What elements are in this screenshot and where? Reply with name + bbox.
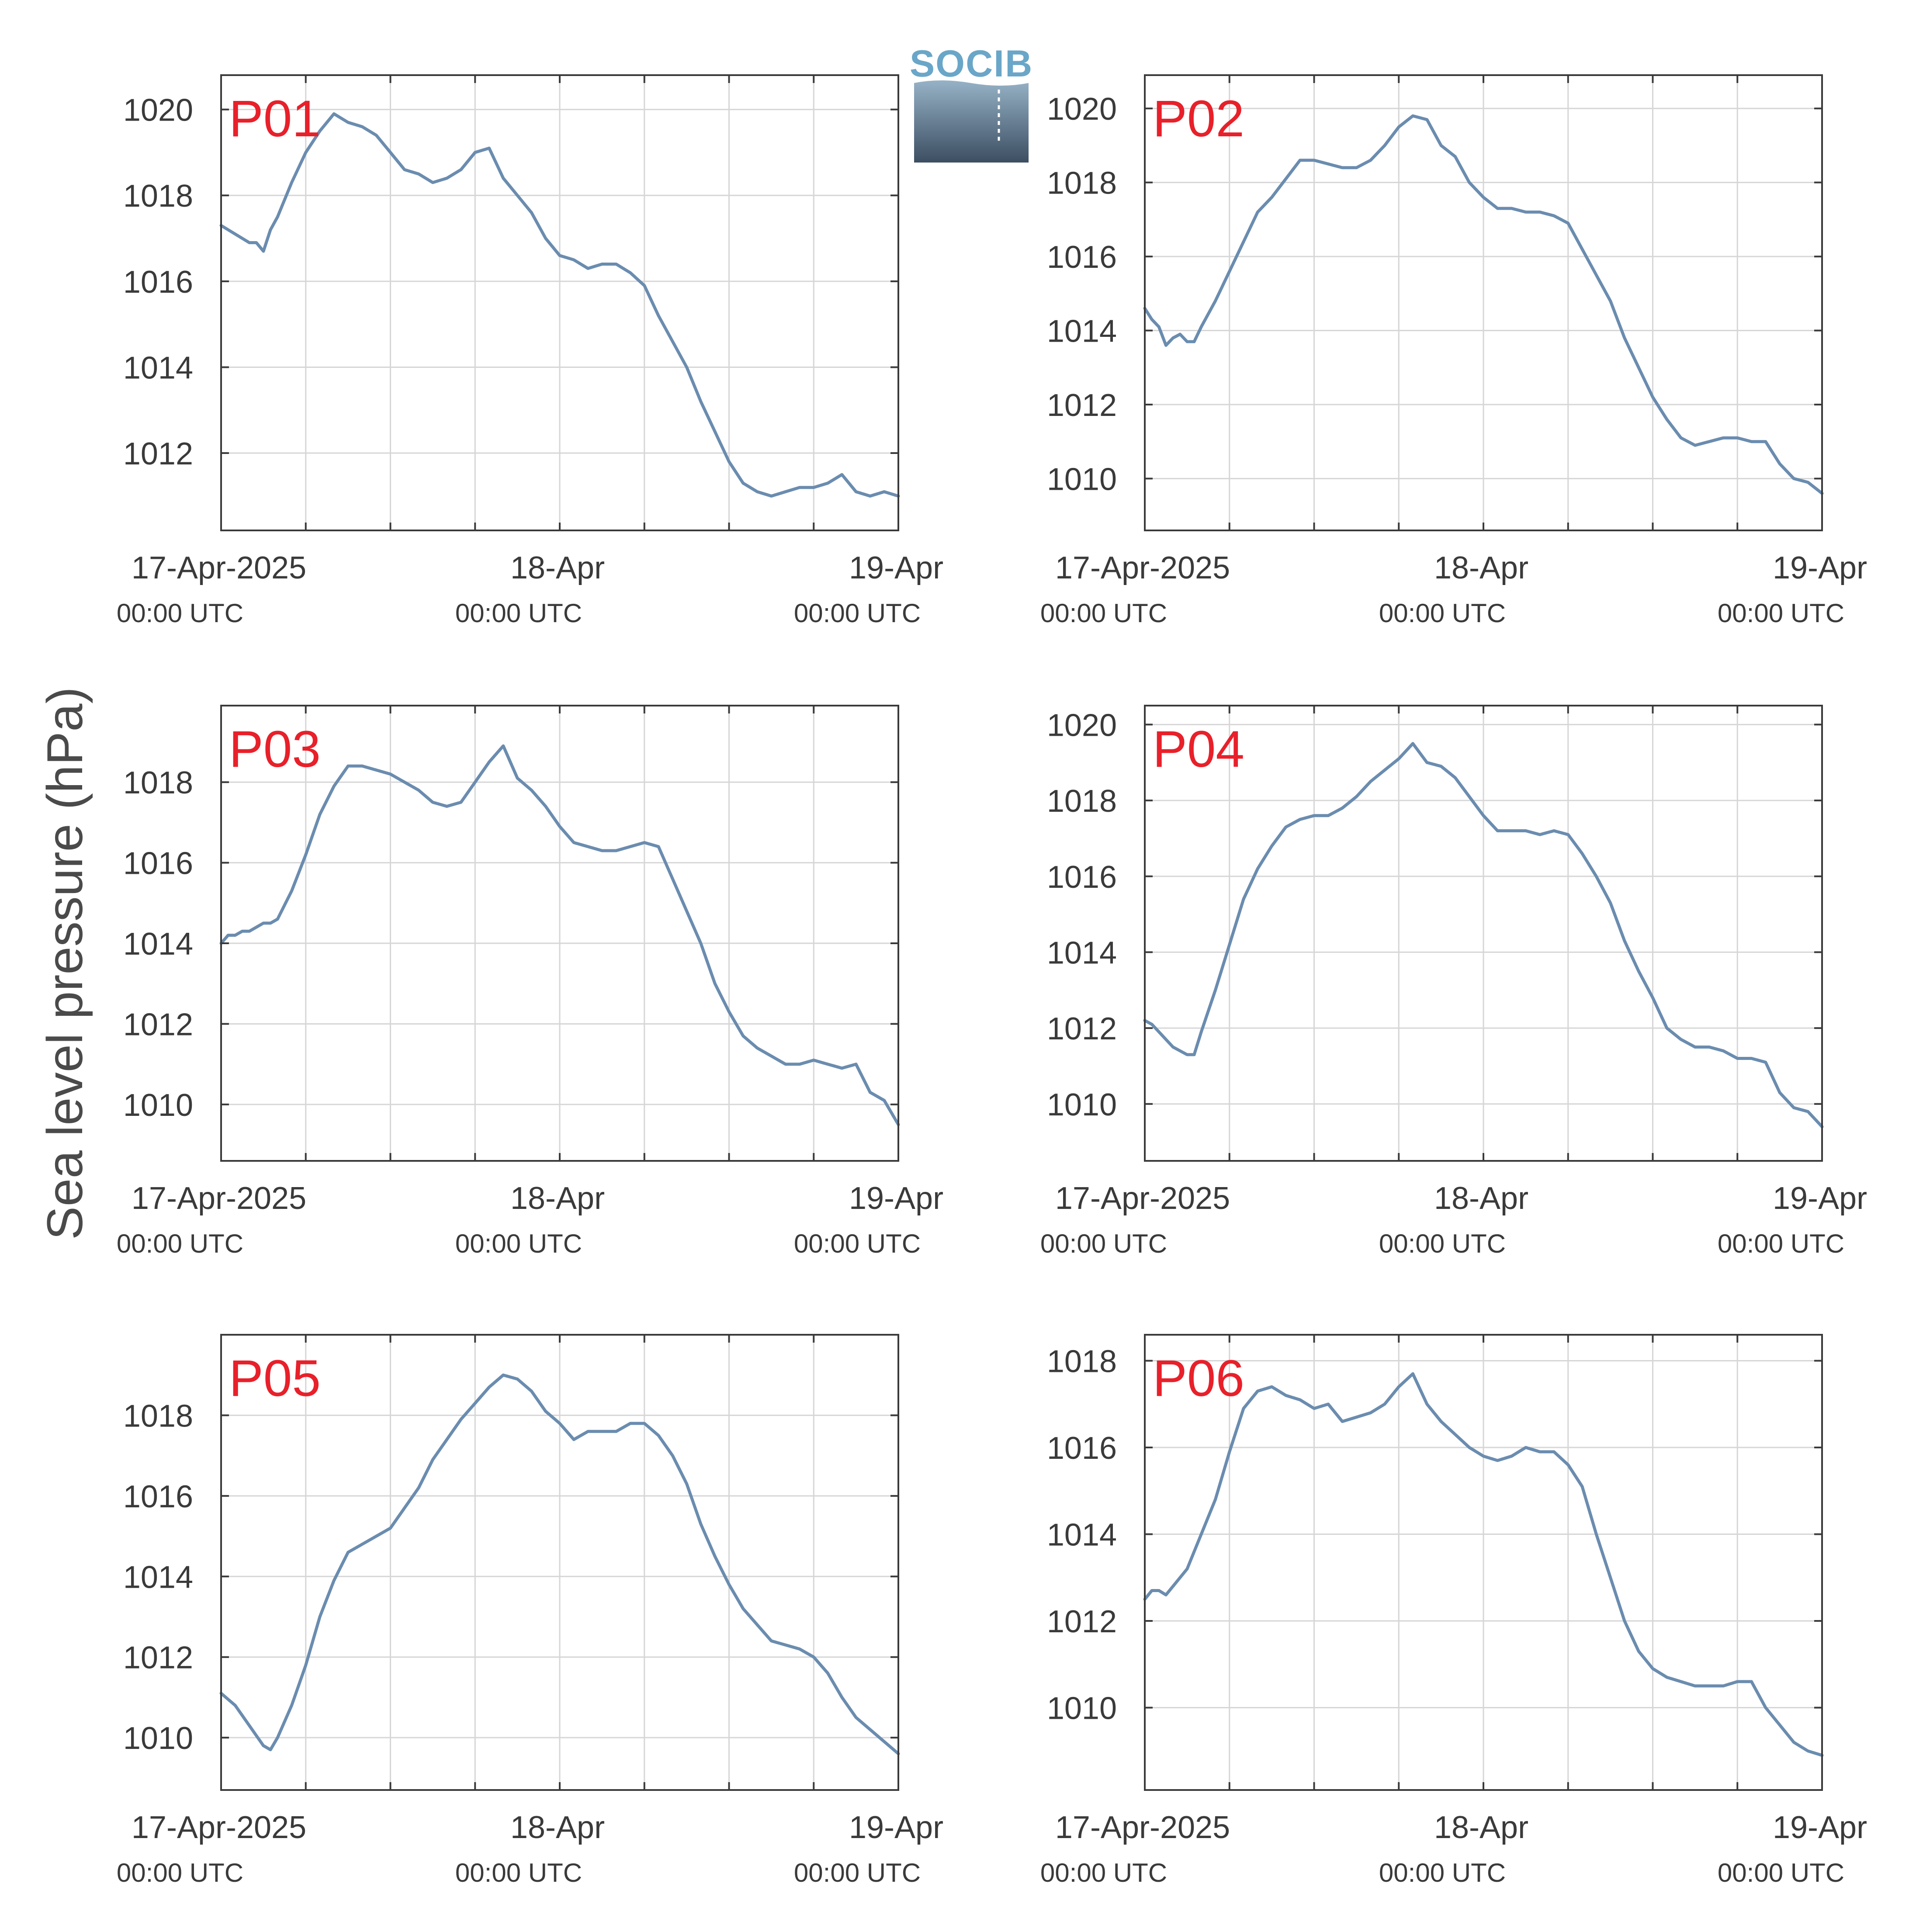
x-tick-label-date: 17-Apr-2025 [132, 551, 306, 585]
panel-label: P05 [229, 1350, 321, 1407]
series-line-p04 [1143, 742, 1824, 1129]
x-tick-label-time: 00:00 UTC [1379, 599, 1506, 628]
x-tick-label-time: 00:00 UTC [117, 1229, 243, 1258]
x-tick-label-time: 00:00 UTC [455, 1858, 582, 1887]
x-tick-label-time: 00:00 UTC [1379, 1858, 1506, 1887]
panel-p05: 1010 1012 1014 1016 1018 17-Apr-2025 00:00 UTC… [117, 1334, 943, 1887]
x-tick-label-date: 19-Apr [849, 1181, 943, 1216]
y-tick-label: 1018 [123, 179, 193, 214]
logo-text: SOCIB [910, 43, 1033, 85]
y-tick-label: 1010 [1047, 462, 1117, 497]
x-tick-label-time: 00:00 UTC [117, 599, 243, 628]
panel-p03: 1010 1012 1014 1016 1018 17-Apr-2025 00:00 UTC… [117, 705, 943, 1258]
x-tick-label-time: 00:00 UTC [794, 1229, 921, 1258]
y-tick-label: 1010 [123, 1088, 193, 1123]
y-tick-label: 1012 [123, 436, 193, 471]
y-tick-label: 1018 [1047, 1344, 1117, 1379]
y-tick-label: 1012 [123, 1007, 193, 1042]
x-tick-label-date: 19-Apr [1773, 1181, 1867, 1216]
x-tick-label-date: 18-Apr [1434, 1810, 1528, 1845]
x-tick-label-time: 00:00 UTC [455, 599, 582, 628]
panel-label: P02 [1153, 90, 1244, 148]
y-tick-label: 1010 [1047, 1087, 1117, 1122]
panel-label: P01 [229, 90, 321, 148]
panel-label: P06 [1153, 1350, 1244, 1407]
y-tick-label: 1018 [123, 1399, 193, 1433]
x-tick-label-time: 00:00 UTC [1718, 1229, 1844, 1258]
x-tick-label-time: 00:00 UTC [1379, 1229, 1506, 1258]
panel-p06: 1010 1012 1014 1016 1018 17-Apr-2025 00:00 UTC… [1040, 1334, 1867, 1887]
x-tick-label-time: 00:00 UTC [794, 1858, 921, 1887]
y-tick-label: 1018 [1047, 166, 1117, 201]
y-tick-label: 1016 [123, 1479, 193, 1514]
x-tick-label-date: 18-Apr [510, 551, 605, 585]
series-line-p05 [219, 1373, 900, 1755]
y-tick-label: 1020 [123, 93, 193, 128]
y-tick-label: 1016 [123, 846, 193, 881]
x-tick-label-date: 19-Apr [1773, 551, 1867, 585]
x-tick-label-time: 00:00 UTC [1040, 1858, 1167, 1887]
y-tick-label: 1014 [123, 1560, 193, 1595]
y-tick-label: 1012 [1047, 1011, 1117, 1046]
panel-label: P03 [229, 720, 321, 778]
x-tick-label-time: 00:00 UTC [455, 1229, 582, 1258]
x-tick-label-time: 00:00 UTC [117, 1858, 243, 1887]
x-tick-label-date: 17-Apr-2025 [1055, 551, 1230, 585]
y-tick-label: 1014 [1047, 314, 1117, 349]
socib-logo: SOCIB [910, 43, 1033, 163]
y-tick-label: 1018 [1047, 784, 1117, 819]
y-tick-label: 1016 [1047, 860, 1117, 895]
panel-p01: 1012 1014 1016 1018 1020 17-Apr-2025 00:00 UTC… [117, 74, 943, 628]
x-tick-label-date: 19-Apr [849, 551, 943, 585]
y-tick-label: 1014 [123, 927, 193, 962]
x-tick-label-time: 00:00 UTC [794, 599, 921, 628]
logo-water-block [914, 80, 1029, 163]
panel-p02: 1010 1012 1014 1016 1018 1020 17-Apr-2025 00:00… [1040, 74, 1867, 628]
series-line-p03 [219, 744, 900, 1126]
y-tick-label: 1018 [123, 765, 193, 800]
x-tick-label-date: 19-Apr [849, 1810, 943, 1845]
panel-label: P04 [1153, 720, 1244, 778]
y-tick-label: 1010 [123, 1721, 193, 1756]
x-tick-label-date: 18-Apr [510, 1810, 605, 1845]
series-line-p02 [1143, 114, 1824, 495]
x-tick-label-time: 00:00 UTC [1718, 1858, 1844, 1887]
y-tick-label: 1012 [1047, 388, 1117, 423]
x-tick-label-time: 00:00 UTC [1040, 599, 1167, 628]
y-tick-label: 1020 [1047, 708, 1117, 743]
series-line-p06 [1143, 1372, 1824, 1757]
x-tick-label-date: 18-Apr [1434, 551, 1528, 585]
x-tick-label-date: 19-Apr [1773, 1810, 1867, 1845]
y-tick-label: 1020 [1047, 92, 1117, 127]
x-tick-label-date: 18-Apr [1434, 1181, 1528, 1216]
x-tick-label-time: 00:00 UTC [1040, 1229, 1167, 1258]
y-tick-label: 1016 [1047, 1431, 1117, 1466]
y-tick-label: 1014 [123, 350, 193, 385]
y-tick-label: 1014 [1047, 935, 1117, 970]
x-tick-label-date: 17-Apr-2025 [1055, 1181, 1230, 1216]
x-tick-label-date: 17-Apr-2025 [1055, 1810, 1230, 1845]
y-tick-label: 1012 [1047, 1604, 1117, 1639]
x-tick-label-date: 17-Apr-2025 [132, 1181, 306, 1216]
series-line-p01 [219, 112, 900, 498]
x-tick-label-date: 18-Apr [510, 1181, 605, 1216]
y-tick-label: 1016 [123, 265, 193, 300]
y-axis-label: Sea level pressure (hPa) [37, 687, 93, 1240]
panels-container: 1012 1014 1016 1018 1020 17-Apr-2025 00:00 UTC… [117, 74, 1867, 1887]
panel-p04: 1010 1012 1014 1016 1018 1020 17-Apr-2025 00:00… [1040, 705, 1867, 1258]
x-tick-label-time: 00:00 UTC [1718, 599, 1844, 628]
y-tick-label: 1010 [1047, 1691, 1117, 1726]
y-tick-label: 1016 [1047, 240, 1117, 275]
y-tick-label: 1012 [123, 1641, 193, 1676]
y-tick-label: 1014 [1047, 1517, 1117, 1552]
x-tick-label-date: 17-Apr-2025 [132, 1810, 306, 1845]
